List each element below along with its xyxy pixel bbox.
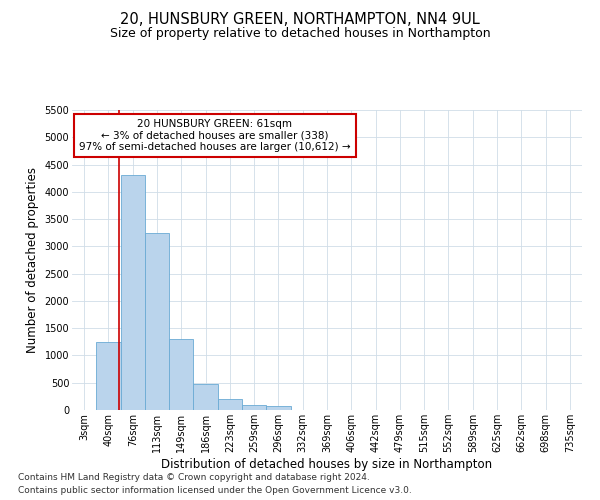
- Bar: [145, 232, 169, 410]
- Bar: [121, 176, 145, 410]
- Bar: [193, 384, 218, 410]
- Bar: [169, 339, 193, 410]
- Bar: [96, 342, 121, 410]
- Text: 20, HUNSBURY GREEN, NORTHAMPTON, NN4 9UL: 20, HUNSBURY GREEN, NORTHAMPTON, NN4 9UL: [120, 12, 480, 28]
- Text: Contains HM Land Registry data © Crown copyright and database right 2024.: Contains HM Land Registry data © Crown c…: [18, 474, 370, 482]
- Bar: [242, 404, 266, 410]
- Bar: [218, 399, 242, 410]
- Bar: [266, 406, 290, 410]
- Text: Size of property relative to detached houses in Northampton: Size of property relative to detached ho…: [110, 28, 490, 40]
- X-axis label: Distribution of detached houses by size in Northampton: Distribution of detached houses by size …: [161, 458, 493, 471]
- Text: 20 HUNSBURY GREEN: 61sqm
← 3% of detached houses are smaller (338)
97% of semi-d: 20 HUNSBURY GREEN: 61sqm ← 3% of detache…: [79, 119, 350, 152]
- Y-axis label: Number of detached properties: Number of detached properties: [26, 167, 39, 353]
- Text: Contains public sector information licensed under the Open Government Licence v3: Contains public sector information licen…: [18, 486, 412, 495]
